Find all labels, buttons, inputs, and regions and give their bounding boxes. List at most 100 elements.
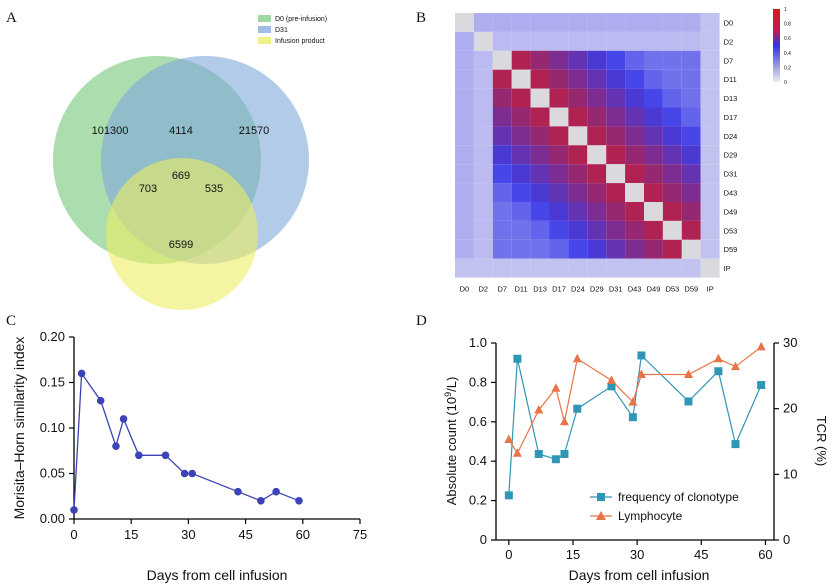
heatmap-cell [681, 69, 701, 89]
heatmap-cell [700, 202, 720, 221]
heatmap-cell [568, 202, 588, 221]
heatmap-cell [700, 164, 720, 184]
heatmap-cell [455, 88, 474, 108]
d-x-tick-label: 0 [505, 547, 512, 562]
heatmap-cell [568, 107, 588, 127]
heatmap-cell [455, 145, 474, 165]
d-point-frequency [513, 354, 522, 363]
d-right-tick-label: 30 [783, 335, 797, 350]
c-x-tick-label: 0 [70, 527, 77, 542]
d-point-lymphocyte [534, 405, 544, 414]
heatmap-row-label: IP [724, 264, 731, 273]
heatmap-cell [644, 239, 663, 259]
d-x-label: Days from cell infusion [569, 567, 710, 583]
c-data-point [112, 442, 120, 451]
d-point-frequency [637, 351, 646, 360]
d-left-tick-label: 0.6 [469, 414, 487, 429]
heatmap-cell [549, 50, 569, 70]
heatmap-cell [606, 258, 626, 278]
d-point-lymphocyte [572, 353, 582, 363]
heatmap-cell [662, 88, 682, 108]
heatmap-cell [511, 50, 531, 70]
c-data-point [70, 506, 78, 514]
heatmap-cell [511, 13, 531, 32]
c-x-tick-label: 45 [238, 527, 252, 542]
heatmap-cell [455, 69, 474, 89]
heatmap-cell [511, 31, 531, 51]
heatmap-cell [644, 126, 663, 146]
heatmap-cell [473, 183, 493, 202]
heatmap-row-label: D13 [724, 94, 738, 103]
heatmap-row-label: D24 [724, 132, 738, 141]
venn-d0-d31: 4114 [169, 125, 193, 137]
d-point-lymphocyte [756, 341, 766, 351]
heatmap-cell [625, 69, 644, 89]
heatmap-cell [473, 258, 493, 278]
heatmap-cell [455, 202, 474, 221]
heatmap-cell [549, 202, 569, 221]
d-legend-marker-lymphocyte [596, 511, 606, 520]
heatmap-cell [606, 164, 626, 184]
heatmap-cell [455, 50, 474, 70]
heatmap-cell [700, 126, 720, 146]
heatmap-row-label: D0 [724, 18, 734, 27]
heatmap-cell [587, 202, 607, 221]
heatmap-cell [530, 258, 550, 278]
c-data-point [234, 487, 242, 496]
c-data-point [180, 469, 189, 478]
heatmap-cell [492, 88, 512, 108]
heatmap-cell [625, 126, 644, 146]
heatmap-cell [492, 164, 512, 184]
heatmap-cell [606, 202, 626, 221]
d-series-frequency-line [508, 354, 762, 496]
c-y-label: Morisita–Horn similarity index [11, 337, 27, 520]
heatmap-cell [473, 107, 493, 127]
heatmap-row-label: D11 [724, 75, 737, 84]
heatmap-cell [568, 220, 588, 240]
heatmap-cell [625, 145, 644, 165]
heatmap-cell [606, 220, 626, 240]
heatmap-cell [530, 13, 550, 32]
heatmap-cell [606, 107, 626, 127]
heatmap-cell [473, 145, 493, 165]
heatmap-cell [681, 258, 701, 278]
heatmap-cell [568, 183, 588, 202]
d-left-tick-label: 0.8 [469, 374, 487, 389]
heatmap-cell [530, 31, 550, 51]
heatmap-cell [644, 183, 663, 202]
c-series-line [73, 371, 300, 510]
heatmap-cell [549, 164, 569, 184]
heatmap-cell [455, 258, 474, 278]
heatmap-cell [473, 126, 493, 146]
heatmap-cell [511, 69, 531, 89]
heatmap-cell [511, 88, 531, 108]
heatmap-cell [681, 239, 701, 259]
heatmap-cell [511, 202, 531, 221]
heatmap-cell [606, 145, 626, 165]
heatmap-cell [568, 164, 588, 184]
d-point-lymphocyte [512, 448, 522, 457]
c-data-point [135, 451, 143, 460]
d-x-tick-label: 60 [758, 547, 772, 562]
panel-label-a: A [6, 10, 17, 26]
heatmap-cell [700, 239, 720, 259]
heatmap-cell [644, 164, 663, 184]
d-point-frequency [684, 397, 693, 406]
heatmap-cell [662, 220, 682, 240]
c-x-tick-label: 60 [296, 527, 310, 542]
heatmap-col-label: D24 [571, 285, 585, 294]
heatmap-cell [587, 164, 607, 184]
heatmap-cell [530, 69, 550, 89]
heatmap-cell [681, 220, 701, 240]
d-left-tick-label: 1.0 [469, 335, 487, 350]
legend-swatch-d0 [258, 15, 271, 22]
heatmap-cell [568, 126, 588, 146]
heatmap-cell [606, 50, 626, 70]
heatmap-cell [625, 183, 644, 202]
c-x-tick-label: 15 [124, 527, 138, 542]
heatmap-cell [492, 50, 512, 70]
d-x-tick-label: 45 [694, 547, 708, 562]
c-y-tick-label: 0.15 [40, 375, 65, 390]
d-y-label-left: Absolute count (109/L) [443, 377, 459, 506]
